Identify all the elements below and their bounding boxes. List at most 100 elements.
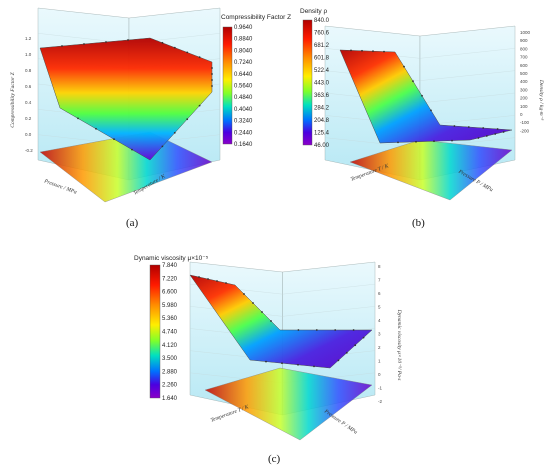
surface-mesh — [39, 37, 213, 161]
z-tick-label: 400 — [520, 79, 528, 84]
z-tick-label: 0 — [378, 372, 381, 377]
z-tick-label: 1.0 — [25, 52, 32, 57]
colorbar-tick-label: 0.2440 — [234, 130, 253, 136]
z-tick-label: 8 — [378, 264, 381, 269]
colorbar-tick-label: 0.8840 — [234, 37, 253, 43]
colorbar-tick-label: 0.4840 — [234, 95, 253, 101]
floor-contour-projection — [349, 139, 513, 201]
colorbar — [302, 19, 313, 146]
data-point — [243, 293, 245, 295]
panel-label: (c) — [268, 453, 281, 465]
data-point — [270, 320, 272, 322]
data-point — [350, 49, 352, 52]
colorbar-tick-label: 4.120 — [162, 343, 178, 349]
data-point — [345, 351, 348, 354]
colorbar-tick-label: 0.4040 — [234, 107, 253, 113]
data-point — [451, 139, 453, 142]
data-point — [83, 43, 85, 45]
data-point — [77, 117, 79, 120]
colorbar-tick-label: 0.5640 — [234, 84, 253, 90]
z-tick-label: 0.8 — [25, 68, 32, 73]
data-point — [496, 128, 499, 130]
data-point — [477, 137, 480, 139]
z-tick-label: 5 — [378, 305, 381, 310]
z-tick-label: 2 — [378, 345, 381, 350]
colorbar-tick-label: 522.4 — [314, 68, 330, 74]
colorbar-tick-label: 0.6440 — [234, 72, 253, 78]
data-point — [397, 141, 399, 144]
colorbar — [222, 26, 233, 145]
z-tick-label: 0.0 — [25, 132, 32, 137]
data-point — [265, 360, 267, 363]
x-axis-label: Temperature T / K — [210, 404, 250, 423]
z-tick-label: -2 — [378, 399, 382, 404]
data-point — [252, 302, 254, 304]
z-tick-label: 6 — [378, 291, 381, 296]
data-point — [186, 118, 189, 121]
data-point — [186, 51, 189, 54]
data-point — [131, 148, 133, 151]
grid-line — [282, 284, 376, 295]
z-axis-label: Density ρ / kg·m⁻³ — [538, 79, 544, 121]
z-tick-label: 0 — [520, 112, 523, 117]
z-tick-label: 3 — [378, 332, 381, 337]
colorbar-tick-label: 0.1640 — [234, 142, 253, 148]
z-axis-label: Compressibility Factor Z — [10, 71, 16, 127]
colorbar-tick-label: 125.4 — [314, 131, 330, 137]
floor-contour-projection — [204, 367, 373, 441]
data-point — [352, 329, 355, 331]
z-tick-label: -0.2 — [25, 148, 33, 153]
z-tick-label: -200 — [520, 128, 530, 133]
colorbar-tick-label: 0.9640 — [234, 25, 253, 31]
data-point — [430, 109, 432, 112]
data-point — [281, 362, 283, 365]
colorbar-tick-label: 363.6 — [314, 93, 330, 99]
z-tick-label: 0.4 — [25, 100, 32, 105]
data-point — [211, 79, 213, 81]
colorbar-tick-label: 2.260 — [162, 383, 178, 389]
z-tick-label: 7 — [378, 278, 381, 283]
colorbar-tick-label: 284.2 — [314, 106, 330, 112]
grid-line — [419, 70, 516, 81]
colorbar-title: Density ρ — [300, 8, 327, 15]
data-point — [361, 49, 363, 52]
surface-mesh — [189, 274, 373, 369]
data-point — [482, 127, 485, 129]
z-tick-label: 500 — [520, 71, 528, 76]
data-point — [211, 73, 213, 75]
chart-panel-1: Compressibility Factor Z 0.9640 0.8840 0.8 0… — [10, 7, 291, 229]
data-point — [211, 85, 213, 87]
z-tick-label: 1 — [378, 359, 381, 364]
grid-line — [419, 92, 516, 104]
data-point — [211, 67, 213, 69]
z-tick-label: 100 — [520, 104, 528, 109]
data-point — [354, 344, 357, 347]
data-point — [207, 278, 209, 280]
z-tick-label: 300 — [520, 87, 528, 92]
colorbar-tick-label: 0.7240 — [234, 60, 253, 66]
data-point — [216, 280, 218, 282]
data-point — [421, 94, 423, 97]
colorbar-tick-label: 7.840 — [162, 263, 178, 269]
z-tick-label: 600 — [520, 63, 528, 68]
data-point — [297, 329, 300, 331]
colorbar-tick-label: 5.980 — [162, 303, 178, 309]
z-tick-label: 0.6 — [25, 84, 32, 89]
data-point — [415, 140, 417, 143]
data-point — [297, 363, 299, 366]
z-tick-label: 200 — [520, 96, 528, 101]
data-point — [261, 311, 263, 313]
data-point — [198, 56, 201, 59]
colorbar-title: Compressibility Factor Z — [221, 14, 291, 21]
surface-mesh — [339, 49, 513, 144]
data-point — [403, 65, 405, 68]
panel-label: (b) — [412, 217, 425, 229]
colorbar-tick-label: 840.0 — [314, 18, 330, 24]
z-tick-label: 900 — [520, 38, 528, 43]
z-tick-label: 800 — [520, 46, 528, 51]
colorbar-tick-label: 0.3240 — [234, 119, 253, 125]
z-tick-label: 1.2 — [25, 36, 32, 41]
data-point — [225, 282, 227, 284]
chart-panel-2: Density ρ 840.0 760.6 681.2 601.8 522.4 443.0 3… — [300, 8, 544, 229]
